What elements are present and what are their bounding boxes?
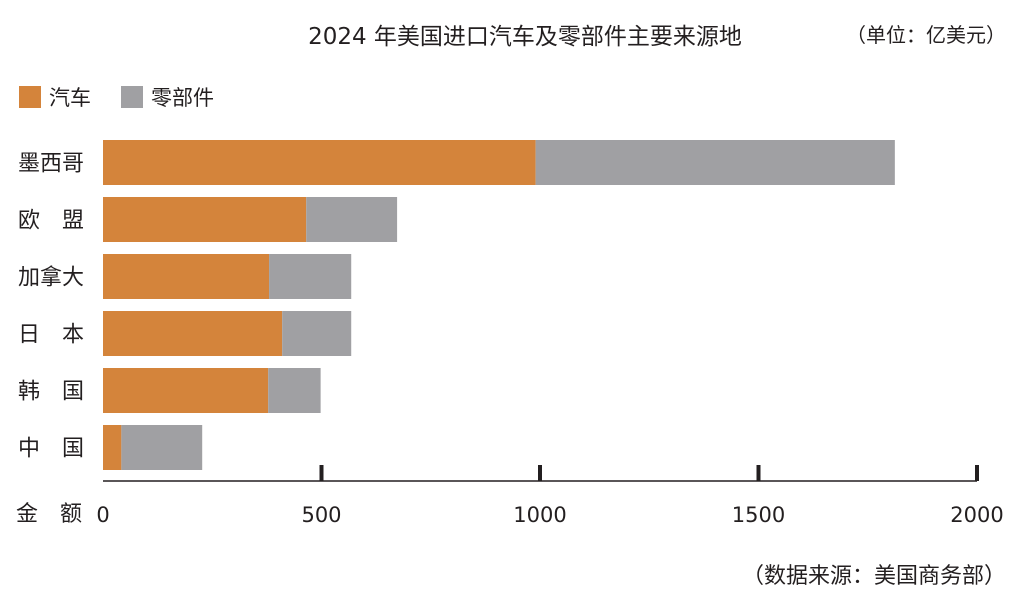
bar-5-0	[103, 425, 122, 470]
bar-4-0	[103, 368, 269, 413]
legend-label-1: 零部件	[151, 86, 214, 110]
bars	[103, 140, 895, 470]
category-label-3: 日 本	[18, 323, 84, 348]
x-axis-ticks: 0 500 1000 1500 2000	[96, 465, 1004, 527]
bar-1-0	[103, 197, 307, 242]
x-axis-name: 金 额	[16, 502, 82, 527]
category-label-2: 加拿大	[18, 265, 84, 291]
category-label-0: 墨西哥	[18, 152, 84, 177]
chart-title: 2024 年美国进口汽车及零部件主要来源地	[308, 24, 742, 50]
tick-label-4: 2000	[950, 503, 1003, 527]
chart-unit: （单位：亿美元）	[846, 23, 1006, 47]
legend-swatch-0	[19, 86, 41, 108]
chart-source: （数据来源：美国商务部）	[742, 564, 1006, 589]
legend: 汽车 零部件	[19, 86, 214, 110]
bar-1-1	[306, 197, 398, 242]
bar-2-0	[103, 254, 270, 299]
legend-label-0: 汽车	[49, 86, 91, 110]
category-label-4: 韩 国	[18, 380, 84, 405]
bar-3-0	[103, 311, 283, 356]
bar-0-1	[535, 140, 895, 185]
category-label-5: 中 国	[18, 437, 84, 462]
tick-label-2: 1000	[513, 503, 566, 527]
bar-3-1	[282, 311, 352, 356]
tick-label-1: 500	[301, 503, 341, 527]
tick-label-0: 0	[96, 503, 109, 527]
category-label-1: 欧 盟	[18, 209, 84, 234]
tick-label-3: 1500	[732, 503, 785, 527]
bar-4-1	[268, 368, 321, 413]
bar-5-1	[121, 425, 203, 470]
legend-swatch-1	[121, 86, 143, 108]
bar-0-0	[103, 140, 536, 185]
bar-2-1	[269, 254, 352, 299]
